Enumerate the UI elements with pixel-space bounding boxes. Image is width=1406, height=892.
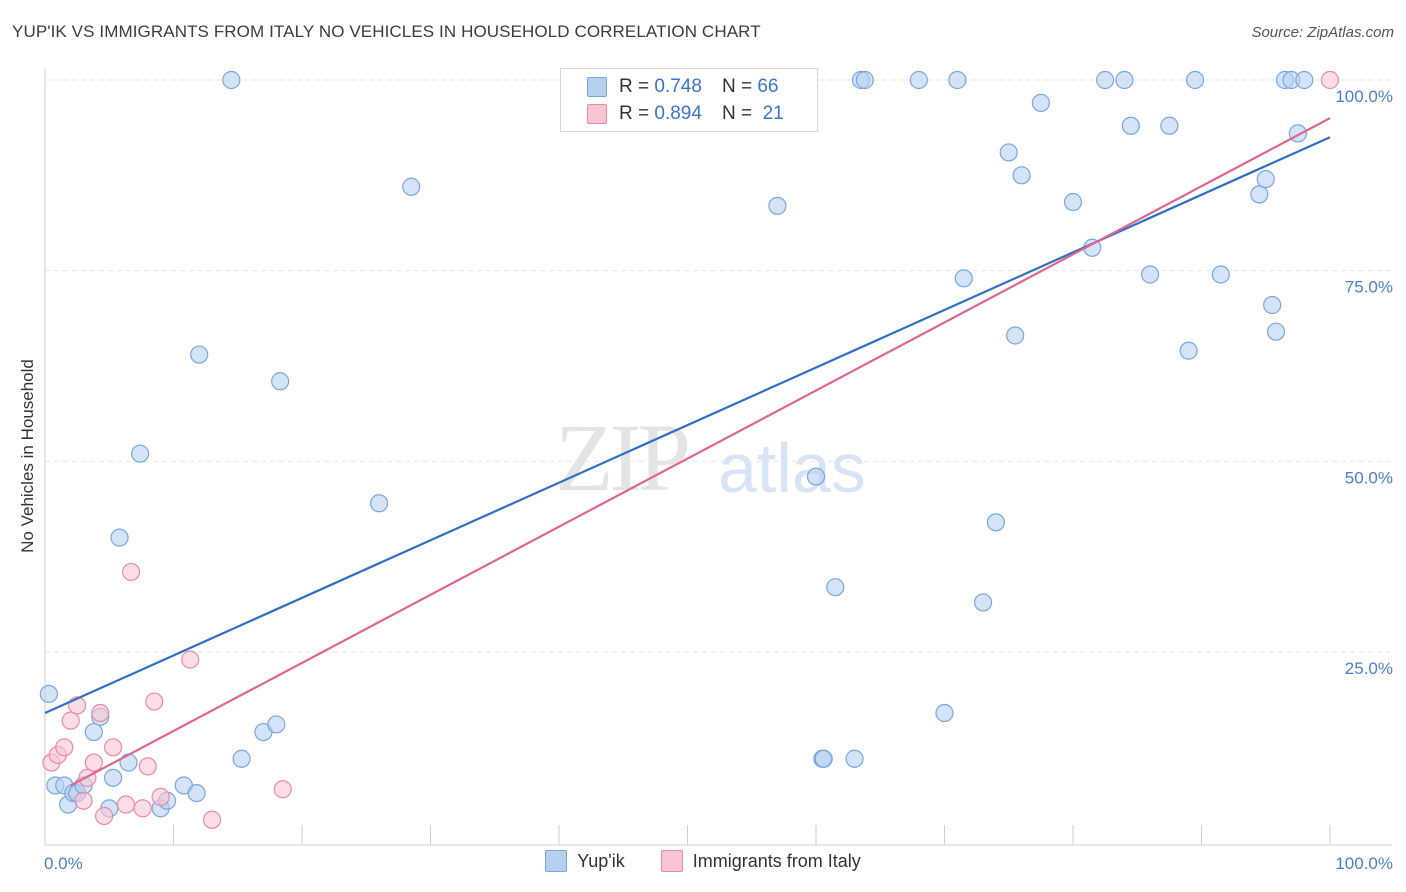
yupik-point <box>806 467 826 486</box>
italy-point <box>121 562 141 582</box>
series-legend: Yup'ik Immigrants from Italy <box>0 850 1406 872</box>
yupik-point <box>402 177 421 196</box>
y-tick-label: 100.0% <box>1335 87 1393 106</box>
legend-label-italy: Immigrants from Italy <box>692 850 861 871</box>
legend-n-value: 21 <box>762 103 784 124</box>
yupik-point <box>222 70 241 90</box>
legend-n-label: N = <box>721 103 753 124</box>
italy-point <box>145 692 164 711</box>
yupik-point <box>1096 70 1115 90</box>
legend-r-label: R = <box>619 103 650 124</box>
trend-lines <box>44 117 1331 787</box>
legend-n-label: N = <box>721 76 753 97</box>
italy-point <box>55 738 74 757</box>
yupik-point <box>1185 70 1205 90</box>
yupik-point <box>973 593 993 612</box>
italy-trend-line <box>70 117 1331 787</box>
yupik-point <box>39 684 58 704</box>
legend-swatch-italy <box>587 104 607 124</box>
yupik-point <box>1211 265 1230 284</box>
italy-point <box>74 791 93 810</box>
yupik-point <box>1031 93 1050 112</box>
yupik-point <box>999 143 1018 162</box>
yupik-point <box>84 722 103 742</box>
yupik-point <box>768 196 787 215</box>
italy-point <box>84 753 103 772</box>
yupik-point <box>1263 295 1282 315</box>
yupik-point <box>110 528 129 547</box>
x-tick-label: 0.0% <box>44 854 83 873</box>
italy-point <box>91 703 110 723</box>
italy-point <box>151 787 170 807</box>
yupik-point <box>267 715 286 734</box>
italy-point <box>202 810 222 829</box>
legend-swatch-yupik <box>587 77 607 97</box>
yupik-point <box>845 749 864 768</box>
yupik-point <box>909 70 928 90</box>
italy-point <box>273 780 292 799</box>
yupik-point <box>1179 341 1198 360</box>
yupik-point <box>1250 185 1269 204</box>
chart-title: YUP'IK VS IMMIGRANTS FROM ITALY NO VEHIC… <box>12 22 761 41</box>
watermark-atlas: atlas <box>718 429 866 507</box>
yupik-trend-line <box>44 136 1331 715</box>
italy-point <box>138 757 157 776</box>
yupik-point <box>232 749 251 768</box>
y-tick-label: 25.0% <box>1345 659 1393 678</box>
legend-row-yupik: R = 0.748 N = 66 <box>561 74 778 100</box>
yupik-point <box>826 578 845 597</box>
yupik-point <box>370 494 389 513</box>
yupik-point <box>119 753 138 772</box>
italy-point <box>104 738 123 757</box>
x-tick-label: 100.0% <box>1335 854 1393 873</box>
legend-item-yupik[interactable]: Yup'ik <box>545 850 625 872</box>
italy-point <box>133 799 152 818</box>
yupik-point <box>130 444 150 463</box>
yupik-point <box>1121 116 1140 135</box>
stats-legend: R = 0.748 N = 66 R = 0.894 N = 21 <box>560 68 818 132</box>
yupik-point <box>1006 326 1025 345</box>
italy-point <box>1320 70 1340 90</box>
legend-item-italy[interactable]: Immigrants from Italy <box>660 850 861 872</box>
legend-r-value: 0.894 <box>654 103 702 124</box>
legend-n-value: 66 <box>757 76 779 97</box>
yupik-point <box>271 372 290 391</box>
yupik-point <box>954 269 973 288</box>
yupik-point <box>814 749 833 768</box>
yupik-point <box>948 70 967 90</box>
chart-source: Source: ZipAtlas.com <box>1251 24 1394 41</box>
yupik-point <box>1063 192 1083 212</box>
yupik-point <box>935 703 954 723</box>
y-tick-label: 50.0% <box>1345 468 1393 487</box>
yupik-point <box>1266 322 1286 341</box>
yupik-point <box>190 345 209 364</box>
gridlines <box>45 79 1392 653</box>
yupik-point <box>986 513 1006 532</box>
italy-point <box>181 650 200 669</box>
data-points <box>39 70 1340 829</box>
yupik-point <box>1295 70 1314 90</box>
legend-label-yupik: Yup'ik <box>577 850 625 871</box>
italy-point <box>95 806 114 826</box>
yupik-point <box>855 70 874 90</box>
legend-r-label: R = <box>619 76 650 97</box>
italy-point <box>116 795 136 814</box>
yupik-point <box>1160 116 1179 135</box>
legend-row-italy: R = 0.894 N = 21 <box>561 101 784 127</box>
legend-swatch-italy <box>660 850 683 872</box>
axes <box>44 68 1392 846</box>
legend-r-value: 0.748 <box>654 76 702 97</box>
yupik-point <box>1256 170 1275 189</box>
yupik-point <box>1115 70 1134 90</box>
yupik-point <box>1140 265 1160 284</box>
yupik-point <box>1012 166 1031 185</box>
legend-swatch-yupik <box>545 850 568 872</box>
yupik-point <box>187 783 206 803</box>
yupik-point <box>104 768 123 787</box>
y-tick-label: 75.0% <box>1345 278 1393 297</box>
italy-point <box>61 711 80 730</box>
tick-labels: 25.0% 50.0% 75.0% 100.0% 0.0% 100.0% <box>44 87 1393 873</box>
